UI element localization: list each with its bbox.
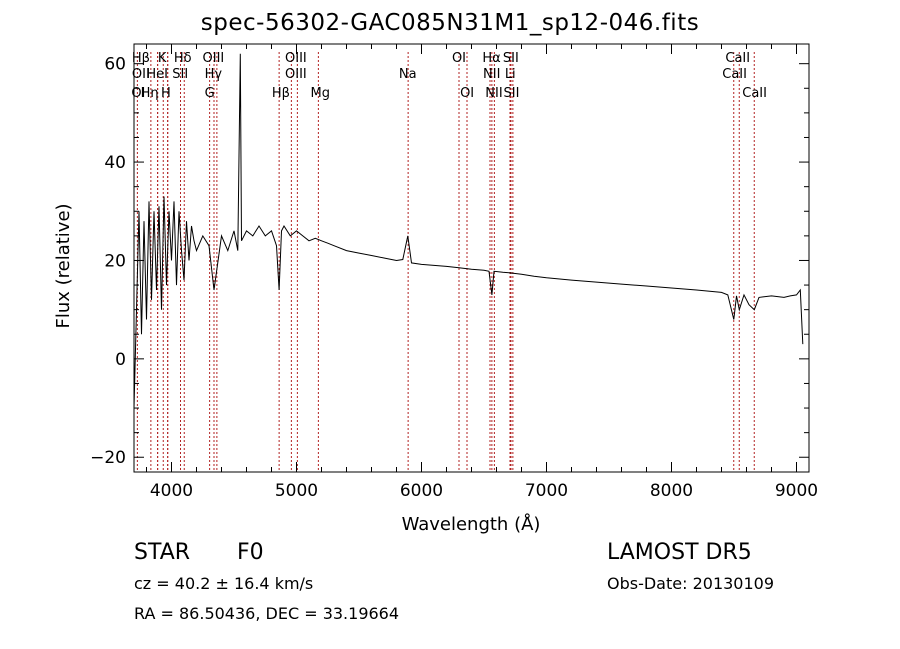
line-label-nii: NII [485, 86, 502, 101]
x-tick-label: 9000 [775, 481, 818, 501]
chart-title: spec-56302-GAC085N31M1_sp12-046.fits [200, 10, 700, 36]
y-tick-label: 20 [104, 251, 126, 271]
x-tick-label: 7000 [525, 481, 568, 501]
line-label-hδ: Hδ [174, 51, 192, 66]
line-label-oi: OI [131, 86, 145, 101]
line-label-hβ: Hβ [132, 51, 150, 66]
y-tick-label: −20 [90, 448, 126, 468]
line-label-caii: CaII [722, 67, 747, 82]
line-label-oiii: OIII [285, 51, 307, 66]
spectrum-plot [133, 53, 804, 409]
observation-date: Obs-Date: 20130109 [607, 574, 775, 593]
spectral-line-markers [136, 52, 755, 472]
plot-frame [133, 43, 810, 473]
line-label-oii: OII [132, 67, 150, 82]
line-label-li: Li [505, 67, 516, 82]
line-label-g: G [205, 86, 215, 101]
x-tick-label: 8000 [650, 481, 693, 501]
object-class: STAR [134, 540, 191, 565]
x-tick-label: 5000 [275, 481, 318, 501]
line-label-oi: OI [460, 86, 474, 101]
line-label-caii: CaII [725, 51, 750, 66]
y-tick-label: 0 [115, 350, 126, 370]
line-label-hγ: Hγ [205, 67, 223, 82]
y-tick-label: 60 [104, 55, 126, 75]
line-label-mg: Mg [311, 86, 330, 101]
object-subclass: F0 [237, 540, 264, 565]
survey-name: LAMOST DR5 [607, 540, 752, 565]
line-label-hβ: Hβ [272, 86, 290, 101]
line-label-nii: NII [483, 67, 500, 82]
line-label-na: Na [399, 67, 417, 82]
coordinates-text: RA = 86.50436, DEC = 33.19664 [134, 604, 400, 623]
line-label-oi: OI [452, 51, 466, 66]
y-axis-label: Flux (relative) [53, 203, 74, 328]
y-tick-label: 40 [104, 153, 126, 173]
line-label-hη: Hη [141, 86, 159, 101]
plot-axes: 4000 5000 6000 7000 8000 9000 −20 0 20 40 60 [90, 43, 818, 501]
line-label-oiii: OIII [203, 51, 225, 66]
line-label-caii: CaII [742, 86, 767, 101]
line-label-sii: SII [503, 51, 519, 66]
x-tick-label: 4000 [150, 481, 193, 501]
line-label-hei: HeI [146, 67, 168, 82]
line-label-oiii: OIII [285, 67, 307, 82]
line-label-h: H [161, 86, 171, 101]
redshift-text: cz = 40.2 ± 16.4 km/s [134, 574, 314, 593]
line-label-sii: SII [172, 67, 188, 82]
x-axis-label: Wavelength (Å) [402, 513, 541, 535]
line-label-k: K [158, 51, 167, 66]
line-label-sii: SII [504, 86, 520, 101]
x-tick-label: 6000 [400, 481, 443, 501]
spectrum-line [133, 53, 804, 409]
line-label-hα: Hα [482, 51, 500, 66]
